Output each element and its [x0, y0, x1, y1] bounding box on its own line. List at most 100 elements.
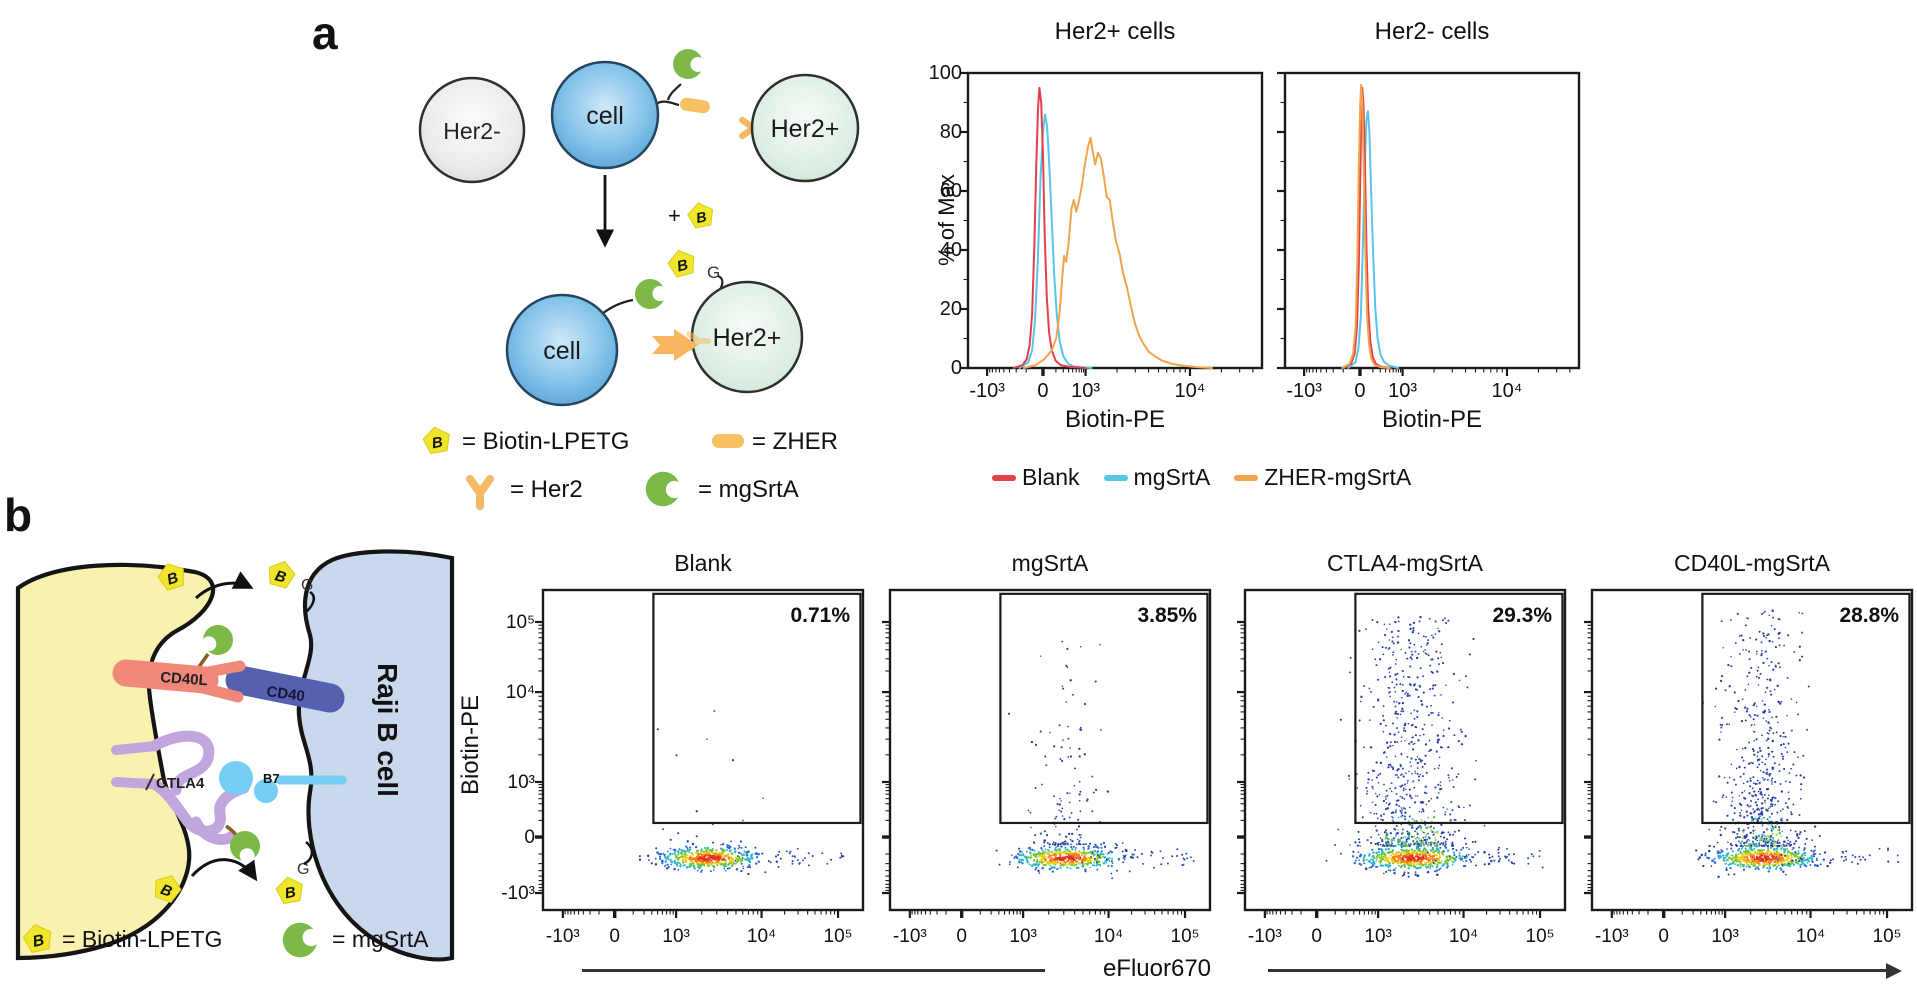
legend-label-zher-mgsrta: ZHER-mgSrtA — [1264, 464, 1412, 490]
legend-label-mgsrta: mgSrtA — [1133, 464, 1211, 490]
plus-sign: + — [668, 203, 681, 228]
plot-title: mgSrtA — [1011, 550, 1089, 576]
effector-cell-2 — [505, 293, 619, 407]
tick-label: 0 — [1311, 926, 1322, 947]
efluor-axis-line-right — [1268, 969, 1888, 972]
tick-label: 10³ — [1711, 926, 1739, 947]
y-axis-label: % of Max — [934, 174, 959, 266]
tick-label: 10⁴ — [1795, 926, 1826, 947]
transfer-arrow-bottom — [190, 858, 258, 882]
histogram-legend: Blank mgSrtA ZHER-mgSrtA — [992, 464, 1411, 491]
cd40l-prong-bottom — [197, 682, 244, 703]
tick-label: 10⁴ — [1491, 380, 1523, 402]
cd40-receptor — [225, 665, 345, 713]
mgsrta-stalk — [666, 83, 682, 101]
tick-label: 40 — [939, 239, 962, 261]
efluor-axis-line-left — [582, 969, 1045, 972]
ctla4-loop-upper — [148, 730, 215, 796]
efluor-axis-label: eFluor670 — [1102, 955, 1212, 982]
g-residue-bottom: G — [297, 861, 309, 878]
effector-cell — [550, 60, 660, 170]
ctla4-tail — [190, 816, 238, 845]
legend-biotin-text: = Biotin-LPETG — [462, 428, 629, 455]
tick-label: 10⁵ — [1525, 926, 1555, 947]
effector-cell-label: cell — [586, 102, 624, 130]
legend-b-mgsrta-text: = mgSrtA — [332, 926, 429, 952]
tick-label: 10⁴ — [1093, 926, 1124, 947]
tick-label: -10³ — [892, 926, 927, 947]
her2-positive-2-label: Her2+ — [713, 324, 782, 352]
gate-percentage: 3.85% — [1137, 604, 1197, 627]
tick-label: -10³ — [1594, 926, 1629, 947]
x-axis-label: Biotin-PE — [1064, 406, 1166, 433]
panel-a-label: a — [312, 7, 338, 59]
her2-positive-histogram: Her2+ cells % of Max Biotin-PE 100 80 60 40… — [928, 14, 1298, 484]
b7-label: B7 — [263, 771, 280, 786]
flow-plot-cd40l-mgsrta: CD40L-mgSrtA 28.8% -10³ 0 10³ 10⁴ 10⁵ — [1544, 548, 1917, 978]
b7-domain-1 — [219, 761, 253, 795]
tick-label: 10⁴ — [1448, 926, 1479, 947]
cd40-label: CD40 — [265, 683, 305, 705]
legend-zher-icon — [712, 434, 744, 448]
tick-label: 60 — [939, 180, 962, 202]
tick-label: 20 — [939, 298, 962, 320]
histogram-plot — [1277, 71, 1581, 376]
tick-label: 10³ — [662, 926, 690, 947]
transfer-arrow-top — [195, 571, 254, 600]
tick-label: 10⁴ — [1174, 380, 1206, 402]
plot-title: CD40L-mgSrtA — [1674, 550, 1830, 576]
tick-label: 80 — [939, 121, 962, 143]
ctla4-label: CTLA4 — [156, 775, 205, 792]
tick-label: 10⁴ — [746, 926, 777, 947]
tick-label: -10³ — [969, 380, 1005, 402]
efluor-axis-arrowhead — [1886, 962, 1902, 979]
tick-label: 10⁵ — [1872, 926, 1902, 947]
tick-label: -10³ — [501, 883, 535, 905]
raji-b-cell-label: Raji B cell — [372, 663, 403, 797]
tick-label: 0 — [1037, 380, 1049, 402]
effector-cell-membrane — [15, 562, 216, 961]
g-residue-top: G — [301, 577, 313, 594]
panel-a-diagram: B Her2- cell Her2+ + cell — [418, 45, 860, 511]
scatter-plot — [535, 588, 865, 918]
tick-label: 0 — [1354, 380, 1366, 402]
tick-label: -10³ — [1286, 380, 1322, 402]
plot-title: Blank — [674, 550, 732, 576]
scatter-plot — [1237, 588, 1567, 918]
scatter-plot — [882, 588, 1212, 918]
legend-swatch-zher-mgsrta — [1234, 474, 1259, 481]
tick-label: 10⁵ — [1170, 926, 1200, 947]
gate-percentage: 0.71% — [790, 604, 850, 627]
legend-b-biotin-text: = Biotin-LPETG — [62, 926, 222, 952]
tick-label: -10³ — [1247, 926, 1282, 947]
ligation-arrow — [652, 329, 698, 361]
her2-negative-label: Her2- — [443, 118, 501, 144]
tick-label: 10⁴ — [505, 682, 535, 704]
her2-negative-cell — [418, 76, 526, 184]
legend-swatch-mgsrta — [1103, 474, 1128, 481]
legend-item-blank: Blank — [992, 464, 1080, 491]
tick-label: 10⁵ — [505, 612, 535, 633]
legend-item-mgsrta: mgSrtA — [1103, 464, 1211, 491]
legend-zher-text: = ZHER — [752, 428, 838, 455]
histogram-plot — [960, 71, 1264, 376]
zher-stalk — [655, 100, 680, 107]
raji-b-cell-membrane — [296, 549, 455, 962]
tick-label: 10³ — [1009, 926, 1037, 947]
tick-label: 0 — [609, 926, 620, 947]
flow-plot-ctla4-mgsrta: CTLA4-mgSrtA 29.3% -10³ 0 10³ 10⁴ 10⁵ — [1197, 548, 1577, 978]
panel-b-label: b — [4, 489, 33, 541]
ctla4-leader — [145, 773, 155, 791]
tick-label: 10⁵ — [823, 926, 853, 947]
scatter-y-axis-label: Biotin-PE — [457, 694, 484, 796]
tick-label: 10³ — [507, 772, 535, 793]
ctla4-bar-bottom — [111, 777, 159, 789]
lpetg-linker-top — [304, 590, 316, 614]
tick-label: 0 — [1658, 926, 1669, 947]
tick-label: 0 — [956, 926, 967, 947]
zher-domain-icon — [680, 97, 710, 114]
cd40l-prong-top — [197, 660, 246, 679]
x-axis-label: Biotin-PE — [1381, 406, 1483, 433]
legend-item-zher-mgsrta: ZHER-mgSrtA — [1234, 464, 1411, 491]
